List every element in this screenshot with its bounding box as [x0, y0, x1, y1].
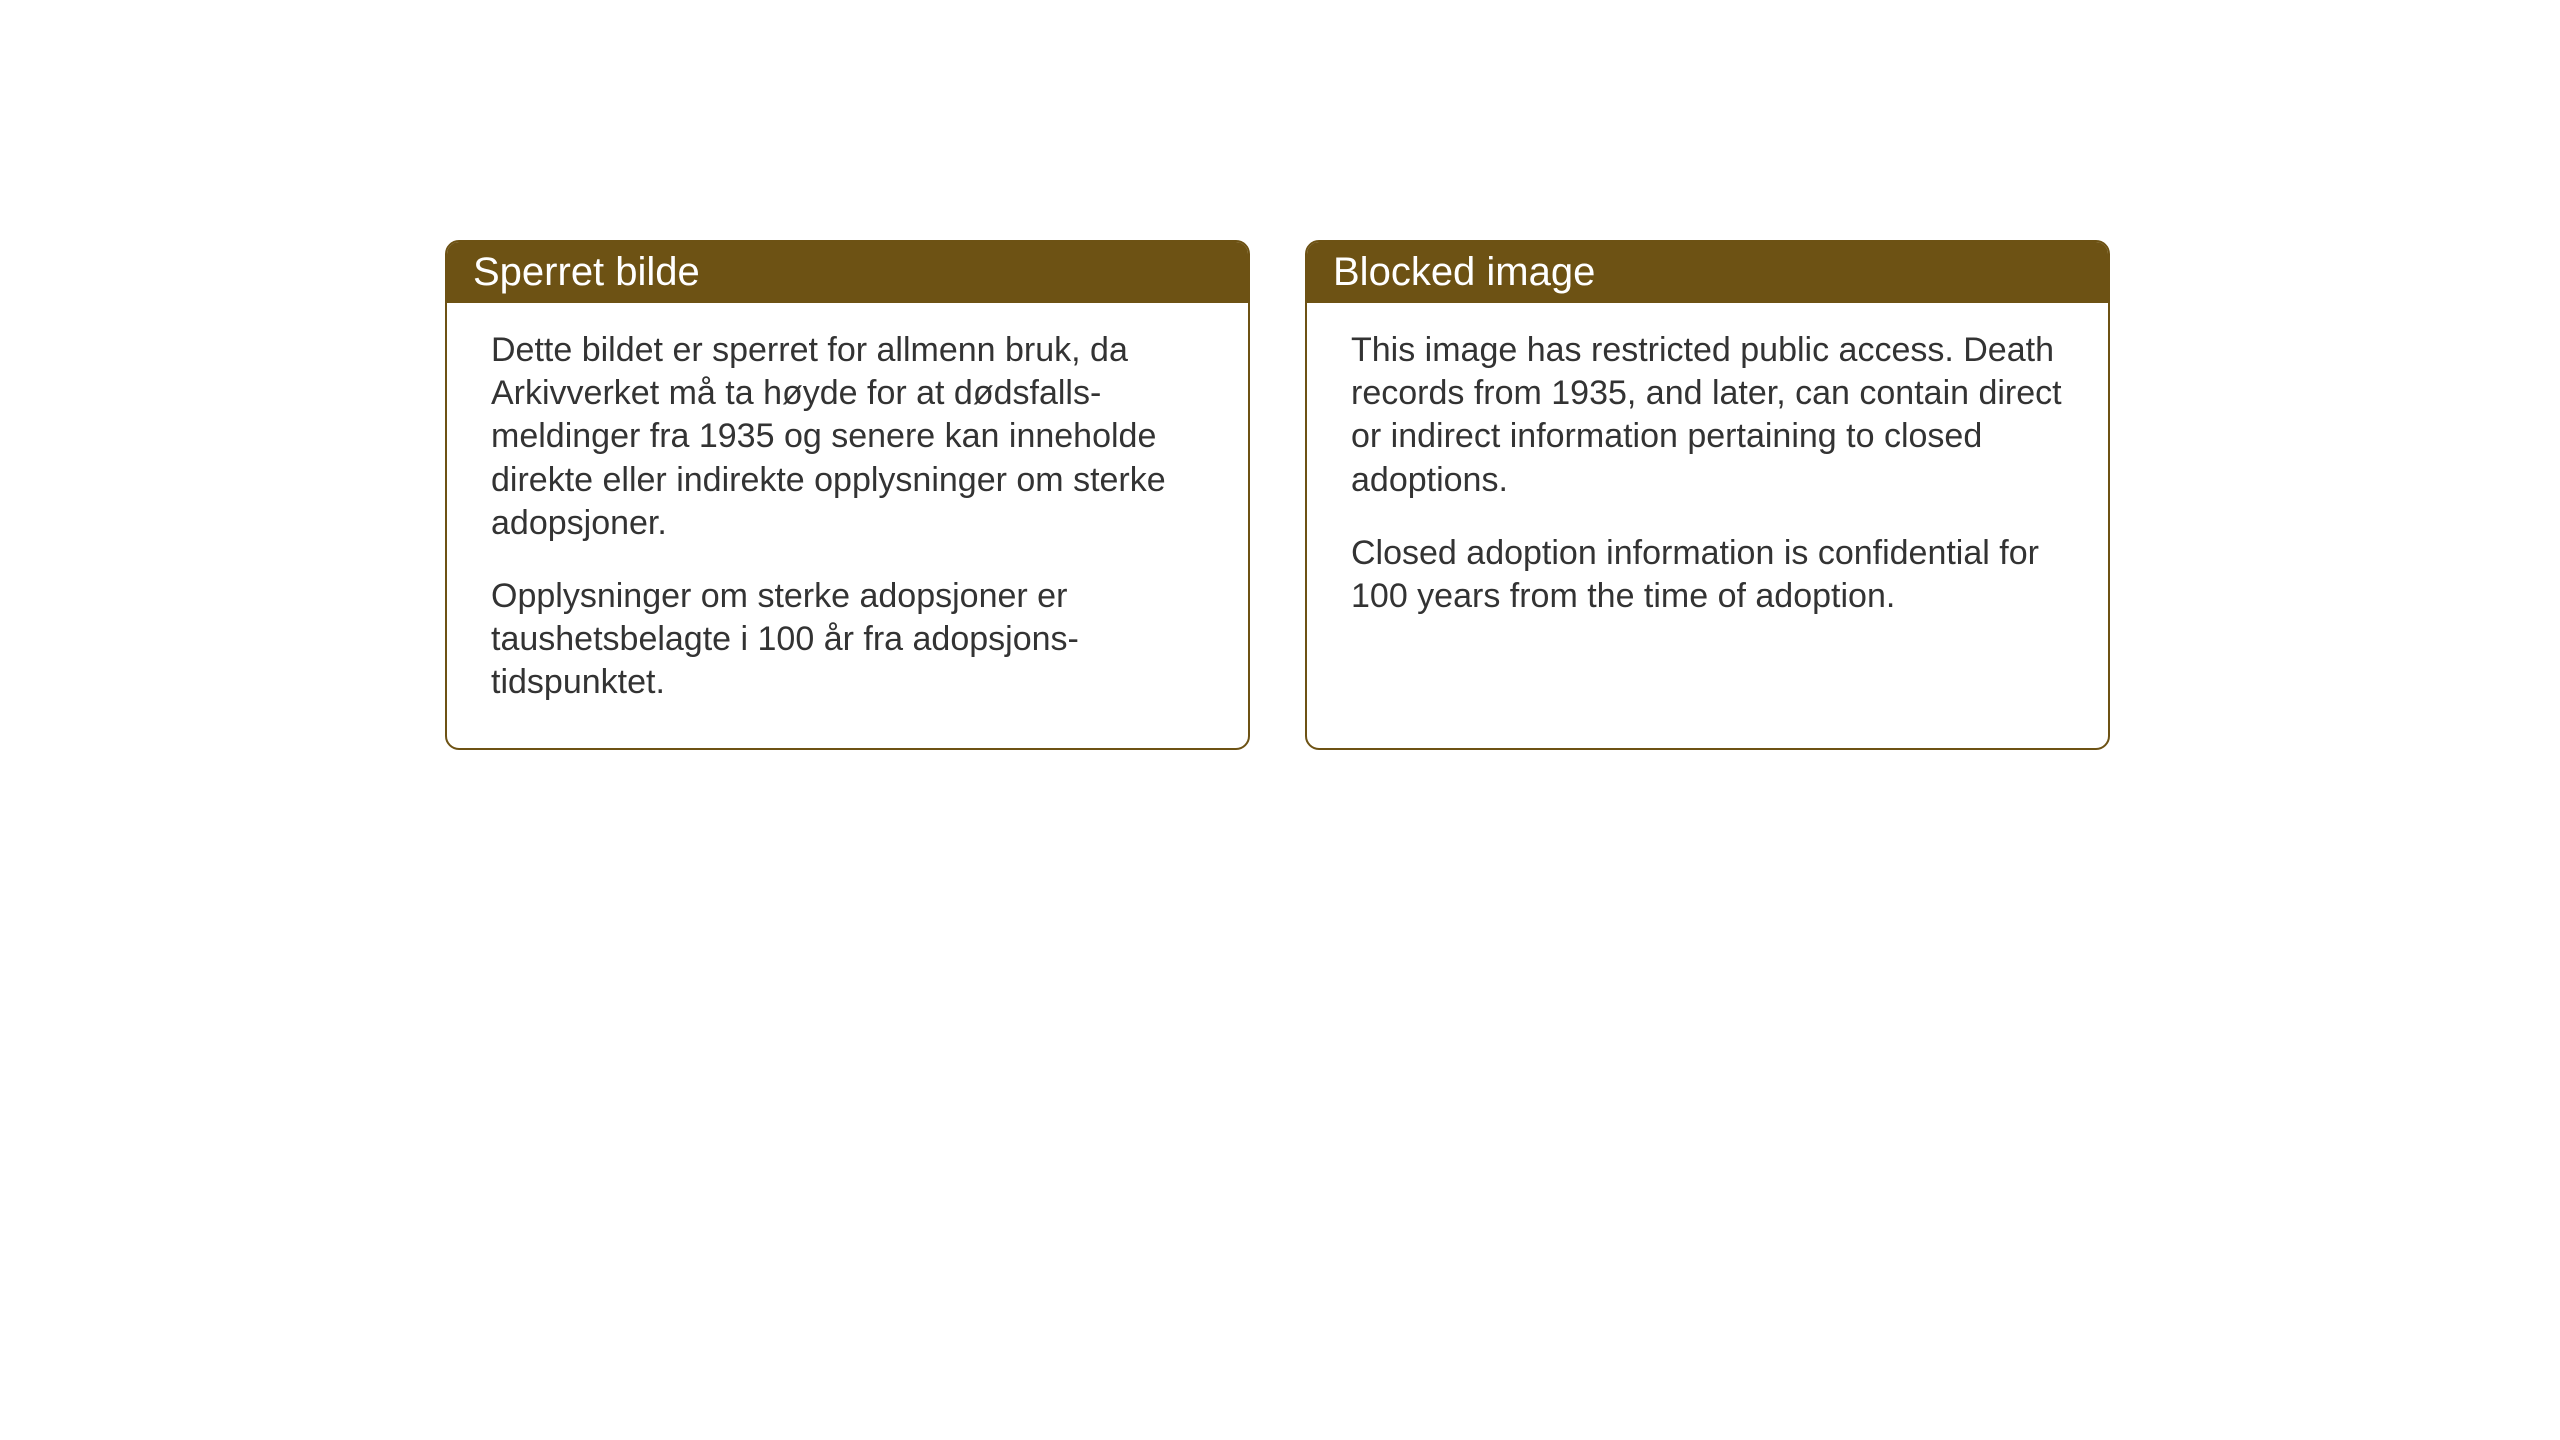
- card-header-english: Blocked image: [1307, 242, 2108, 303]
- card-body-english: This image has restricted public access.…: [1307, 303, 2108, 662]
- card-title: Sperret bilde: [473, 250, 700, 294]
- card-header-norwegian: Sperret bilde: [447, 242, 1248, 303]
- card-paragraph-2: Closed adoption information is confident…: [1351, 532, 2064, 618]
- card-body-norwegian: Dette bildet er sperret for allmenn bruk…: [447, 303, 1248, 748]
- card-norwegian: Sperret bilde Dette bildet er sperret fo…: [445, 240, 1250, 750]
- card-title: Blocked image: [1333, 250, 1595, 294]
- card-paragraph-1: This image has restricted public access.…: [1351, 329, 2064, 502]
- card-container: Sperret bilde Dette bildet er sperret fo…: [445, 240, 2110, 750]
- card-paragraph-1: Dette bildet er sperret for allmenn bruk…: [491, 329, 1204, 545]
- card-english: Blocked image This image has restricted …: [1305, 240, 2110, 750]
- card-paragraph-2: Opplysninger om sterke adopsjoner er tau…: [491, 575, 1204, 705]
